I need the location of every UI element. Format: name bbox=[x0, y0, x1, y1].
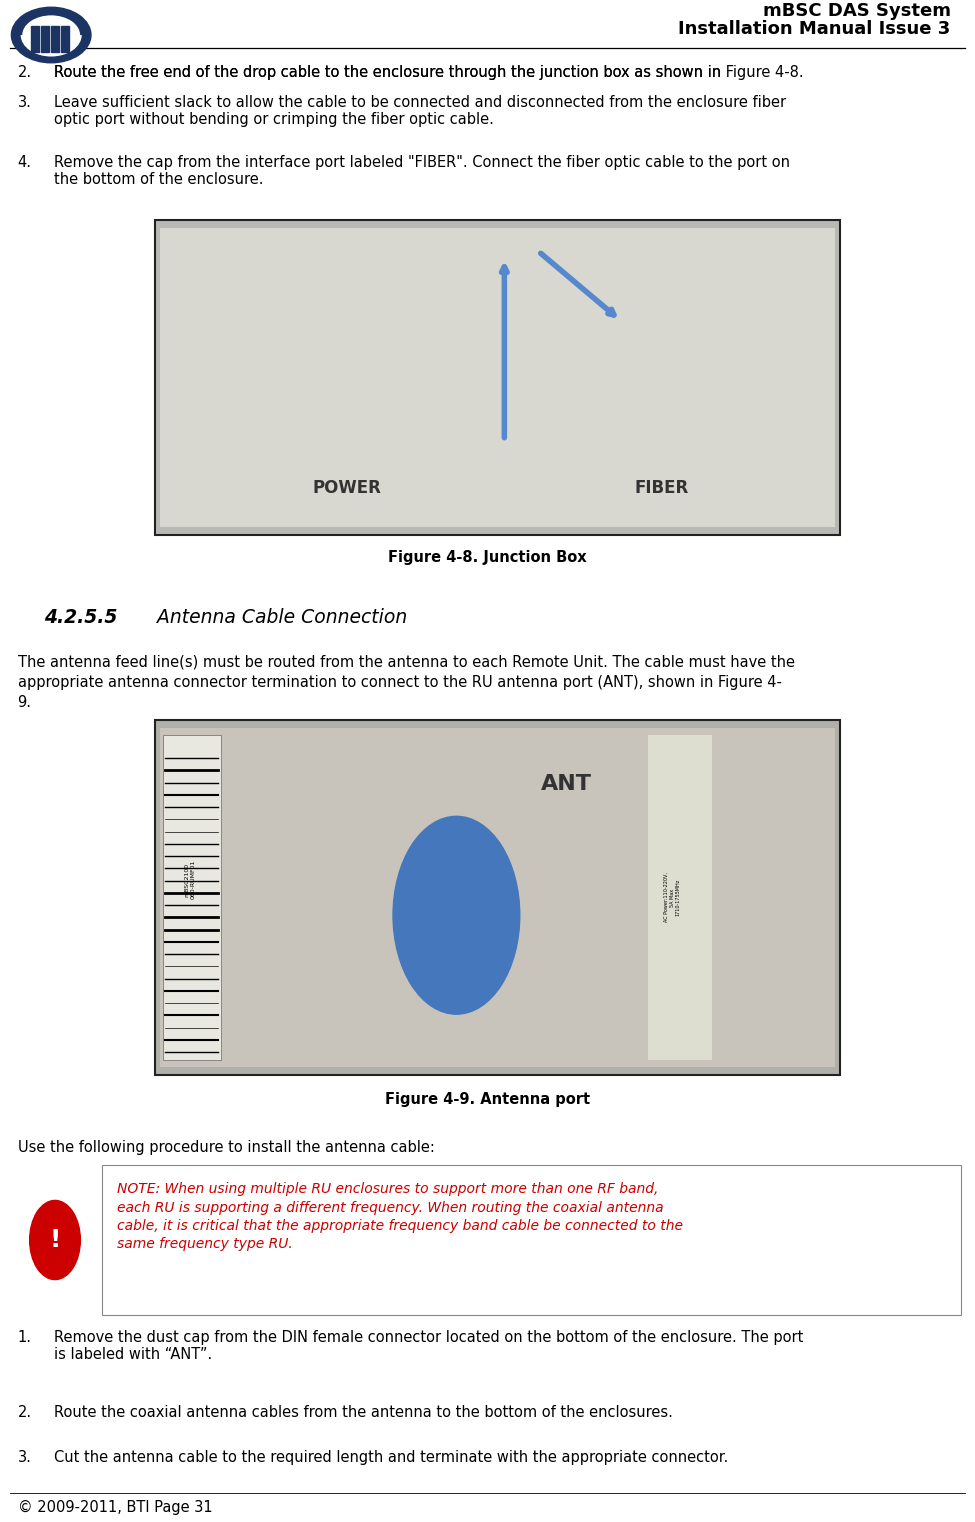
Text: Figure 4-9. Antenna port: Figure 4-9. Antenna port bbox=[385, 1091, 590, 1106]
Text: !: ! bbox=[50, 1228, 60, 1253]
Circle shape bbox=[29, 1201, 80, 1280]
Text: NOTE: When using multiple RU enclosures to support more than one RF band,
each R: NOTE: When using multiple RU enclosures … bbox=[117, 1183, 682, 1251]
Text: Antenna Cable Connection: Antenna Cable Connection bbox=[151, 607, 408, 627]
Text: Installation Manual Issue 3: Installation Manual Issue 3 bbox=[679, 20, 951, 38]
Text: ANT: ANT bbox=[540, 773, 592, 794]
Circle shape bbox=[393, 816, 520, 1014]
Bar bbox=[31, 26, 39, 52]
Text: Use the following procedure to install the antenna cable:: Use the following procedure to install t… bbox=[18, 1140, 435, 1155]
Bar bbox=[61, 26, 68, 52]
FancyBboxPatch shape bbox=[155, 720, 840, 1075]
Text: Leave sufficient slack to allow the cable to be connected and disconnected from : Leave sufficient slack to allow the cabl… bbox=[54, 94, 786, 128]
Text: AC Power:110-220V,
5A Max
1710-1755MHz: AC Power:110-220V, 5A Max 1710-1755MHz bbox=[664, 872, 681, 922]
Text: Figure 4-8. Junction Box: Figure 4-8. Junction Box bbox=[388, 549, 587, 565]
FancyBboxPatch shape bbox=[163, 735, 221, 1059]
Text: Remove the cap from the interface port labeled "FIBER". Connect the fiber optic : Remove the cap from the interface port l… bbox=[54, 155, 790, 187]
Bar bbox=[51, 26, 58, 52]
Text: FIBER: FIBER bbox=[635, 479, 689, 498]
FancyBboxPatch shape bbox=[160, 228, 836, 528]
FancyBboxPatch shape bbox=[160, 728, 836, 1067]
Bar bbox=[41, 26, 49, 52]
Text: The antenna feed line(s) must be routed from the antenna to each Remote Unit. Th: The antenna feed line(s) must be routed … bbox=[18, 654, 795, 670]
Text: mBSC2100
060-RUMF01: mBSC2100 060-RUMF01 bbox=[184, 860, 196, 900]
Text: 9.: 9. bbox=[18, 696, 31, 709]
Text: Route the coaxial antenna cables from the antenna to the bottom of the enclosure: Route the coaxial antenna cables from th… bbox=[54, 1405, 673, 1420]
FancyBboxPatch shape bbox=[155, 221, 840, 536]
Text: POWER: POWER bbox=[312, 479, 381, 498]
Text: 1.: 1. bbox=[18, 1330, 31, 1345]
Text: Cut the antenna cable to the required length and terminate with the appropriate : Cut the antenna cable to the required le… bbox=[54, 1450, 728, 1466]
Circle shape bbox=[12, 8, 91, 62]
Text: 4.: 4. bbox=[18, 155, 31, 170]
Text: Remove the dust cap from the DIN female connector located on the bottom of the e: Remove the dust cap from the DIN female … bbox=[54, 1330, 803, 1362]
Circle shape bbox=[21, 14, 81, 56]
Text: 3.: 3. bbox=[18, 1450, 31, 1466]
Text: Route the free end of the drop cable to the enclosure through the junction box a: Route the free end of the drop cable to … bbox=[54, 65, 725, 81]
FancyBboxPatch shape bbox=[102, 1166, 961, 1315]
Text: mBSC DAS System: mBSC DAS System bbox=[762, 2, 951, 20]
Text: appropriate antenna connector termination to connect to the RU antenna port (ANT: appropriate antenna connector terminatio… bbox=[18, 674, 781, 689]
Text: 2.: 2. bbox=[18, 65, 31, 81]
Text: Route the free end of the drop cable to the enclosure through the junction box a: Route the free end of the drop cable to … bbox=[54, 65, 803, 81]
FancyBboxPatch shape bbox=[648, 735, 712, 1059]
Text: © 2009-2011, BTI Page 31: © 2009-2011, BTI Page 31 bbox=[18, 1501, 213, 1514]
Text: 2.: 2. bbox=[18, 1405, 31, 1420]
Text: 4.2.5.5: 4.2.5.5 bbox=[44, 607, 117, 627]
Text: 3.: 3. bbox=[18, 94, 31, 110]
